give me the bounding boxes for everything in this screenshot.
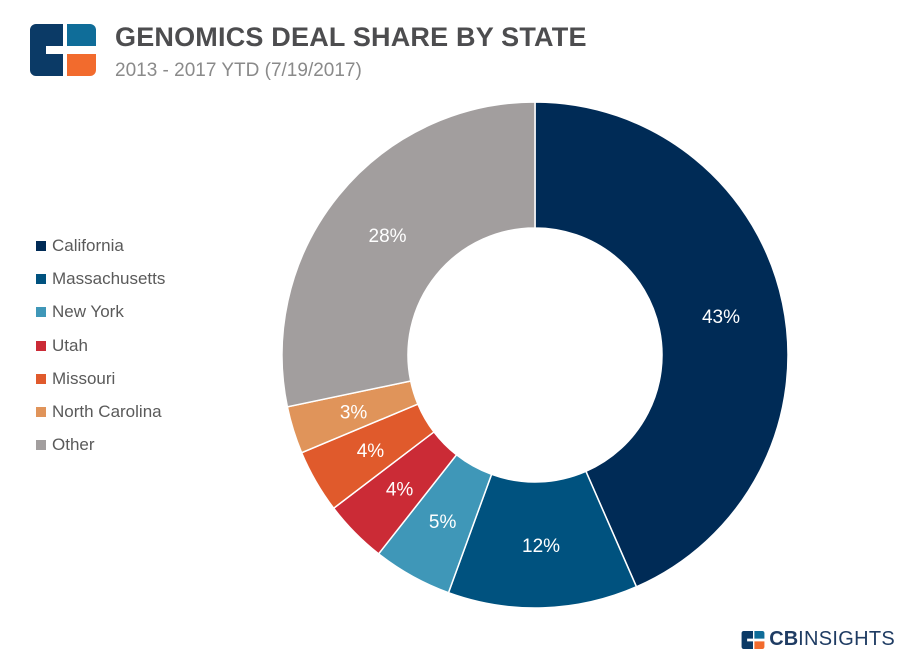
legend-swatch	[36, 273, 46, 284]
chart-subtitle: 2013 - 2017 YTD (7/19/2017)	[115, 60, 362, 81]
legend-label: North Carolina	[52, 402, 162, 422]
brand-text: INSIGHTS	[798, 628, 895, 650]
data-label: 28%	[369, 226, 407, 247]
legend-swatch	[36, 340, 46, 351]
chart-title: GENOMICS DEAL SHARE BY STATE	[115, 22, 587, 52]
cb-insights-mark-icon	[741, 630, 765, 649]
legend-item: California	[36, 229, 165, 262]
legend-item: Other	[36, 429, 165, 462]
data-label: 43%	[702, 307, 740, 328]
legend-swatch	[36, 240, 46, 251]
legend-label: New York	[52, 302, 124, 322]
legend-item: North Carolina	[36, 395, 165, 428]
legend-swatch	[36, 440, 46, 451]
legend-swatch	[36, 407, 46, 418]
data-label: 4%	[386, 479, 414, 500]
legend-swatch	[36, 373, 46, 384]
legend: California Massachusetts New York Utah Misso…	[36, 229, 165, 462]
legend-label: Missouri	[52, 368, 116, 388]
data-label: 3%	[340, 402, 368, 423]
legend-item: Utah	[36, 329, 165, 362]
donut-slice-other	[281, 101, 536, 408]
data-label: 5%	[429, 512, 457, 533]
legend-item: Missouri	[36, 362, 165, 395]
legend-label: Utah	[52, 335, 88, 355]
legend-label: Other	[52, 435, 95, 455]
legend-label: Massachusetts	[52, 268, 166, 288]
cb-insights-brand: CB INSIGHTS	[741, 628, 895, 651]
brand-text-bold: CB	[769, 628, 799, 650]
legend-label: California	[52, 235, 124, 255]
legend-item: New York	[36, 296, 165, 329]
cb-insights-logo	[30, 24, 96, 76]
data-label: 4%	[357, 441, 385, 462]
data-label: 12%	[522, 536, 560, 557]
legend-item: Massachusetts	[36, 262, 165, 295]
donut-slice-california	[534, 101, 789, 588]
legend-swatch	[36, 307, 46, 318]
